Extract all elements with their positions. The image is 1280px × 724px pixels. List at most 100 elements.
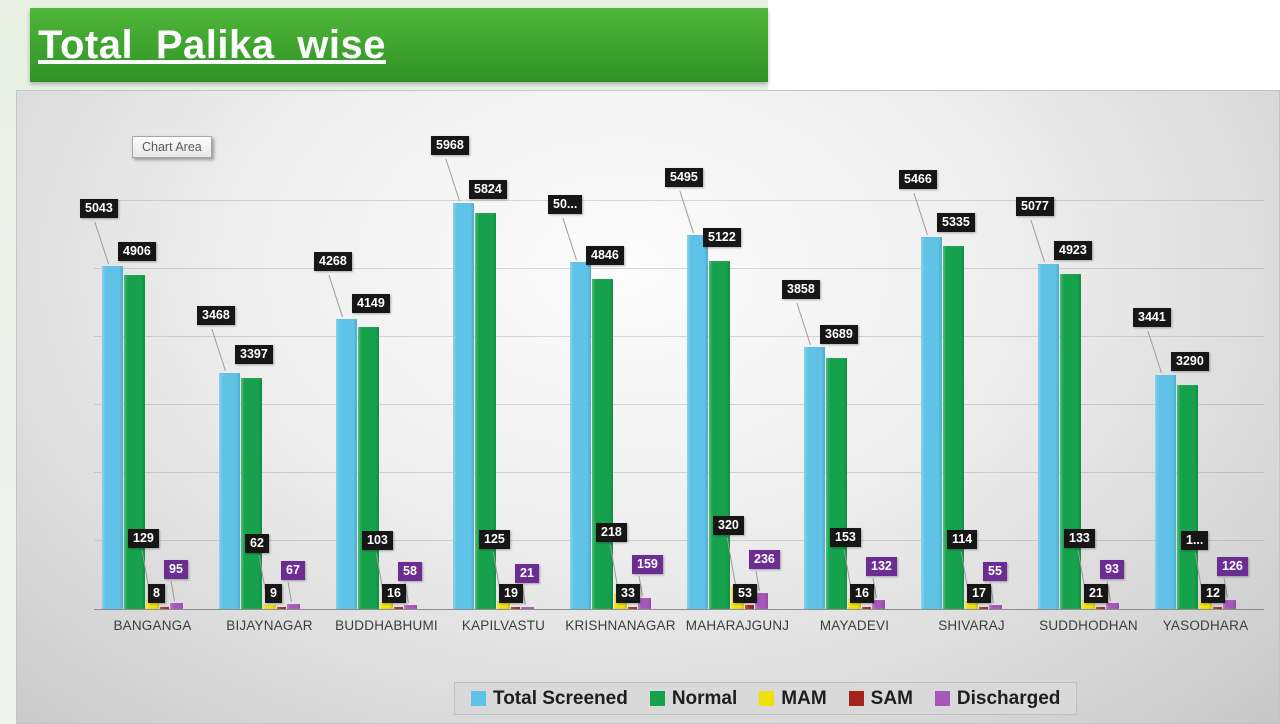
data-label-discharged-bijaynagar: 67 <box>281 561 305 581</box>
bar-discharged-krishnanagar[interactable] <box>638 598 651 609</box>
bar-total-screened-shivaraj[interactable] <box>921 237 942 609</box>
label-leader-line <box>170 580 175 601</box>
data-label-sam-yasodhara: 12 <box>1201 584 1225 603</box>
gridline <box>94 540 1264 541</box>
bar-normal-suddhodhan[interactable] <box>1060 274 1081 609</box>
bar-group-kapilvastu: 5968 5824 125 19 21 <box>431 136 562 609</box>
bar-normal-kapilvastu[interactable] <box>475 212 496 609</box>
data-label-discharged-kapilvastu: 21 <box>515 564 539 583</box>
gridline <box>94 200 1264 201</box>
legend-label-sam: SAM <box>870 687 913 709</box>
legend-swatch-total-screened <box>471 691 486 706</box>
bar-group-maharajgunj: 5495 5122 320 53 236 <box>665 168 796 609</box>
category-label-yasodhara: YASODHARA <box>1162 618 1249 633</box>
label-leader-line <box>328 274 343 317</box>
data-label-total-screened-kapilvastu: 5968 <box>431 136 469 156</box>
data-label-mam-buddhabhumi: 103 <box>362 531 393 550</box>
bar-sam-bijaynagar[interactable] <box>277 607 286 609</box>
bar-discharged-maharajgunj[interactable] <box>755 592 768 609</box>
legend-item-normal[interactable]: Normal <box>649 688 737 710</box>
chart-title-banner[interactable]: Total_Palika_wise <box>30 8 768 82</box>
chart-area[interactable]: Chart Area 5043 4906 129 8 95 3468 3397 62 9 67 42… <box>16 90 1280 724</box>
data-label-discharged-krishnanagar: 159 <box>632 555 663 575</box>
bar-total-screened-banganga[interactable] <box>102 266 123 609</box>
bar-normal-banganga[interactable] <box>124 275 145 609</box>
legend-swatch-discharged <box>934 691 950 706</box>
bar-sam-mayadevi[interactable] <box>862 607 871 609</box>
bar-total-screened-kapilvastu[interactable] <box>453 203 474 609</box>
bar-discharged-suddhodhan[interactable] <box>1106 602 1119 609</box>
bar-total-screened-mayadevi[interactable] <box>804 346 825 609</box>
bar-mam-buddhabhumi[interactable] <box>380 602 393 609</box>
data-label-discharged-maharajgunj: 236 <box>749 549 780 569</box>
bar-mam-bijaynagar[interactable] <box>263 604 276 609</box>
bar-normal-shivaraj[interactable] <box>943 246 964 609</box>
legend-item-mam[interactable]: MAM <box>759 688 827 710</box>
bar-normal-maharajgunj[interactable] <box>709 260 730 609</box>
legend-item-discharged[interactable]: Discharged <box>934 688 1060 710</box>
bar-discharged-mayadevi[interactable] <box>872 600 885 609</box>
data-label-total-screened-buddhabhumi: 4268 <box>314 251 352 271</box>
data-label-discharged-mayadevi: 132 <box>866 557 897 577</box>
data-label-discharged-buddhabhumi: 58 <box>398 562 422 582</box>
label-leader-line <box>796 302 811 345</box>
bar-sam-maharajgunj[interactable] <box>745 605 754 609</box>
bar-normal-krishnanagar[interactable] <box>592 279 613 609</box>
data-label-mam-bijaynagar: 62 <box>245 533 269 553</box>
bar-sam-suddhodhan[interactable] <box>1096 607 1105 609</box>
data-label-total-screened-shivaraj: 5466 <box>899 170 937 190</box>
bar-mam-banganga[interactable] <box>146 600 159 609</box>
category-label-banganga: BANGANGA <box>113 618 192 633</box>
data-label-total-screened-mayadevi: 3858 <box>782 279 820 299</box>
bar-mam-mayadevi[interactable] <box>848 598 861 609</box>
bar-sam-shivaraj[interactable] <box>979 607 988 609</box>
bar-sam-yasodhara[interactable] <box>1213 607 1222 609</box>
data-label-sam-banganga: 8 <box>148 584 165 603</box>
bar-discharged-buddhabhumi[interactable] <box>404 605 417 609</box>
bar-discharged-yasodhara[interactable] <box>1223 600 1236 609</box>
label-leader-line <box>679 191 694 234</box>
legend-item-total-screened[interactable]: Total Screened <box>471 688 628 710</box>
data-label-normal-mayadevi: 3689 <box>820 325 858 345</box>
bar-groups: 5043 4906 129 8 95 3468 3397 62 9 67 4268 4149 103 16… <box>80 136 1264 609</box>
label-leader-line <box>287 582 292 603</box>
bar-sam-kapilvastu[interactable] <box>511 607 520 609</box>
bar-total-screened-krishnanagar[interactable] <box>570 262 591 609</box>
bar-mam-shivaraj[interactable] <box>965 601 978 609</box>
bar-total-screened-yasodhara[interactable] <box>1155 375 1176 609</box>
bar-total-screened-suddhodhan[interactable] <box>1038 263 1059 609</box>
label-leader-line <box>1030 219 1045 262</box>
bar-total-screened-bijaynagar[interactable] <box>219 373 240 609</box>
bar-group-yasodhara: 3441 3290 1... 12 126 <box>1133 200 1264 609</box>
bar-normal-mayadevi[interactable] <box>826 358 847 609</box>
bar-sam-buddhabhumi[interactable] <box>394 607 403 609</box>
bar-normal-buddhabhumi[interactable] <box>358 326 379 609</box>
bar-discharged-kapilvastu[interactable] <box>521 607 534 609</box>
gridline <box>94 268 1264 269</box>
data-label-normal-shivaraj: 5335 <box>937 213 975 233</box>
data-label-normal-banganga: 4906 <box>118 242 156 262</box>
data-label-normal-yasodhara: 3290 <box>1171 352 1209 372</box>
legend-item-sam[interactable]: SAM <box>848 687 913 710</box>
bar-total-screened-buddhabhumi[interactable] <box>336 318 357 609</box>
data-label-discharged-yasodhara: 126 <box>1217 557 1248 577</box>
bar-sam-krishnanagar[interactable] <box>628 606 637 609</box>
bar-normal-yasodhara[interactable] <box>1177 385 1198 609</box>
label-leader-line <box>211 329 226 372</box>
bar-mam-yasodhara[interactable] <box>1199 602 1212 609</box>
bar-mam-kapilvastu[interactable] <box>497 600 510 609</box>
bar-discharged-banganga[interactable] <box>170 602 183 609</box>
x-axis-labels: BANGANGA BIJAYNAGAR BUDDHABHUMI KAPILVASTU K… <box>94 618 1264 633</box>
bar-sam-banganga[interactable] <box>160 607 169 609</box>
bar-mam-suddhodhan[interactable] <box>1082 599 1095 609</box>
bar-discharged-bijaynagar[interactable] <box>287 604 300 609</box>
data-label-mam-shivaraj: 114 <box>947 530 978 550</box>
data-label-normal-buddhabhumi: 4149 <box>352 293 390 313</box>
bar-normal-bijaynagar[interactable] <box>241 378 262 609</box>
legend-swatch-normal <box>649 691 665 706</box>
data-label-total-screened-banganga: 5043 <box>80 199 118 219</box>
bar-discharged-shivaraj[interactable] <box>989 605 1002 609</box>
data-label-mam-mayadevi: 153 <box>830 527 861 547</box>
legend-swatch-sam <box>848 691 864 706</box>
bar-total-screened-maharajgunj[interactable] <box>687 235 708 609</box>
